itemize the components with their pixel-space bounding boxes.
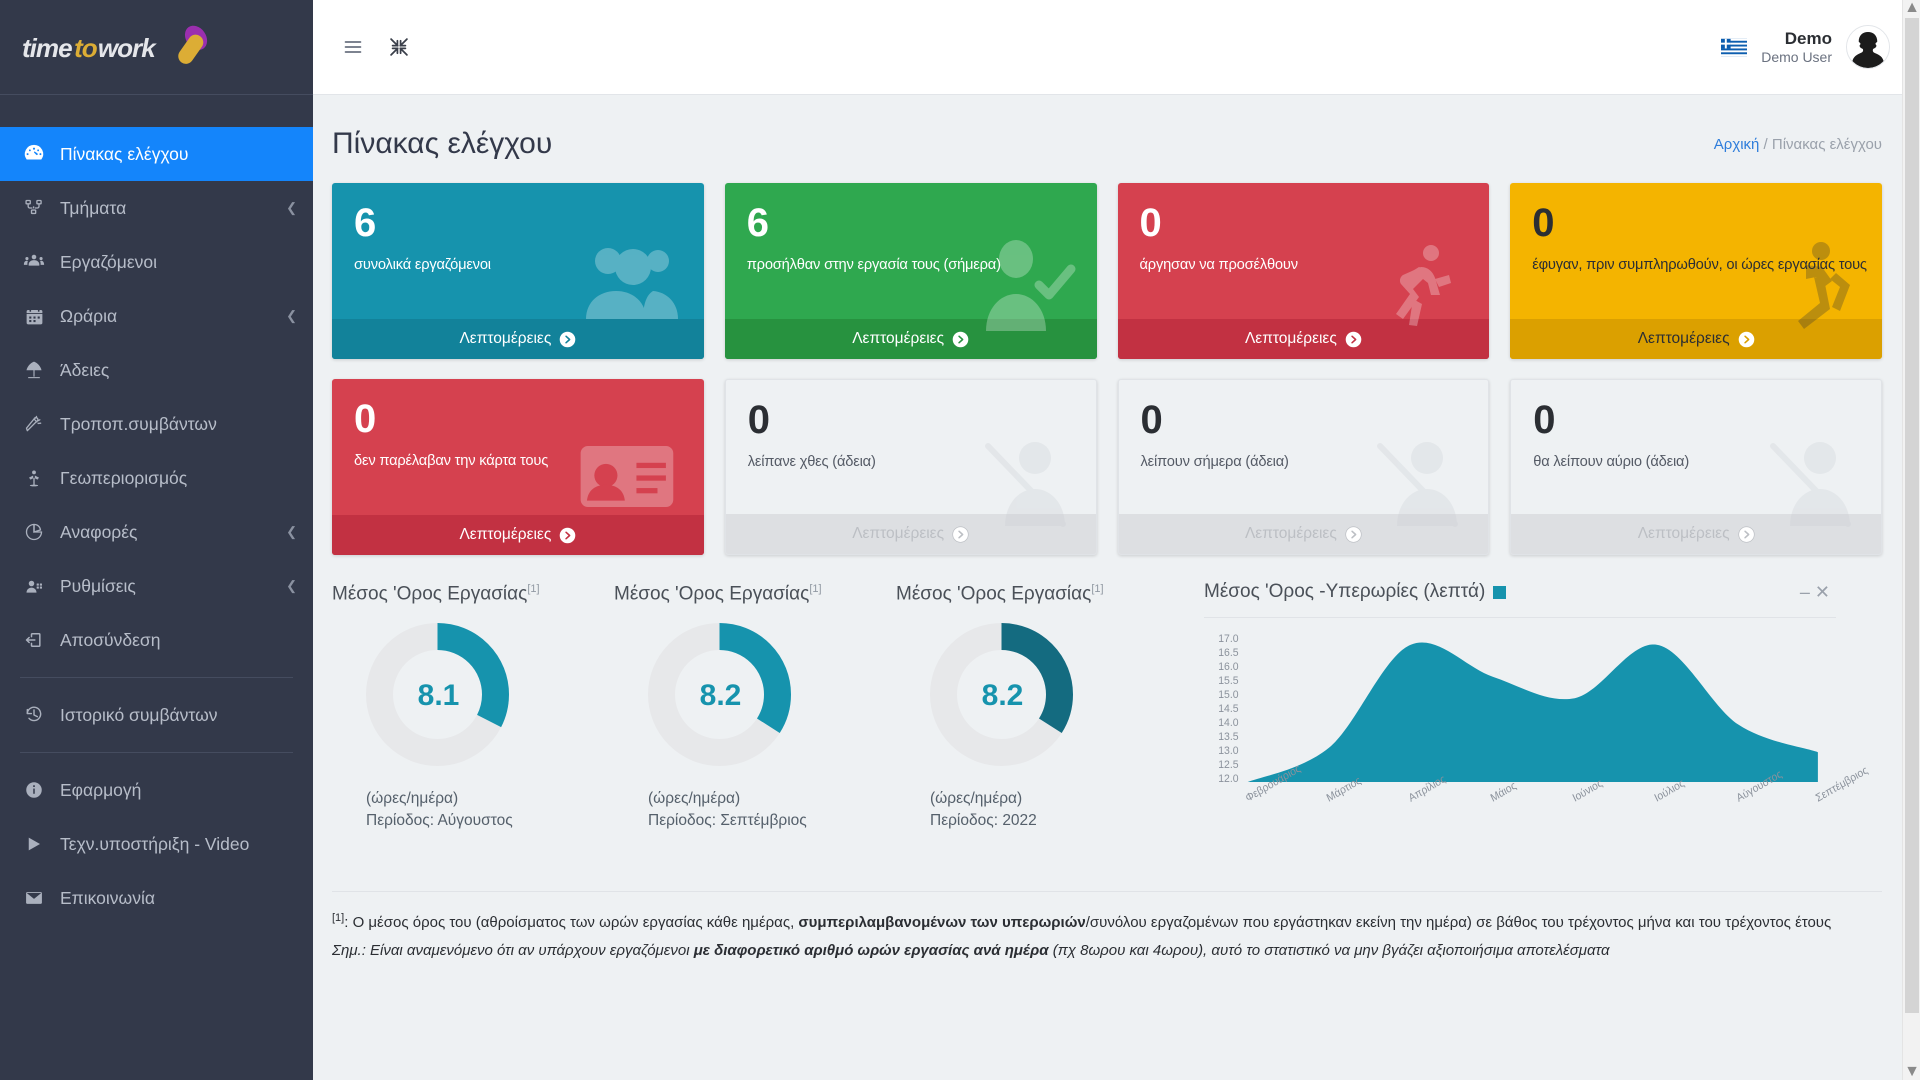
svg-text:14.0: 14.0 bbox=[1218, 717, 1238, 730]
svg-text:15.5: 15.5 bbox=[1218, 675, 1238, 688]
svg-text:time: time bbox=[22, 33, 72, 63]
svg-text:13.0: 13.0 bbox=[1218, 745, 1238, 758]
svg-text:16.0: 16.0 bbox=[1218, 661, 1238, 674]
svg-text:12.5: 12.5 bbox=[1218, 759, 1238, 772]
svg-text:work: work bbox=[98, 33, 157, 63]
svg-text:16.5: 16.5 bbox=[1218, 647, 1238, 660]
svg-text:to: to bbox=[74, 33, 98, 63]
svg-text:13.5: 13.5 bbox=[1218, 731, 1238, 744]
svg-text:Σεπτέμβριος: Σεπτέμβριος bbox=[1814, 764, 1870, 805]
svg-text:17.0: 17.0 bbox=[1218, 633, 1238, 646]
svg-text:15.0: 15.0 bbox=[1218, 689, 1238, 702]
svg-text:14.5: 14.5 bbox=[1218, 703, 1238, 716]
svg-text:Φεβρουάριος: Φεβρουάριος bbox=[1244, 762, 1303, 804]
svg-text:Μάιος: Μάιος bbox=[1489, 780, 1519, 805]
svg-text:12.0: 12.0 bbox=[1218, 773, 1238, 786]
